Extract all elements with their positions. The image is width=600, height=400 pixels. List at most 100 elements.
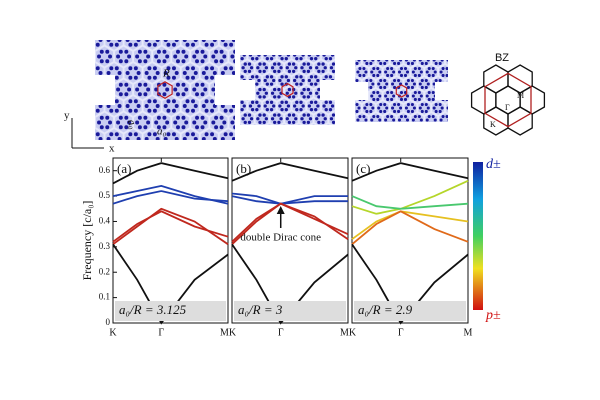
unit-cell [445,76,448,92]
rod [248,78,253,83]
rod [277,62,281,66]
rod [243,120,247,125]
rod [316,104,320,108]
rod [358,66,362,71]
rod [391,106,395,110]
rod [399,106,403,110]
rod [233,92,235,97]
rod [146,120,151,125]
rod [135,22,139,26]
rod [307,104,312,108]
rod [137,82,142,87]
rod [135,87,140,92]
rod [287,69,292,74]
rod [270,117,275,121]
rod [365,61,369,66]
rod [435,55,438,58]
rod [321,37,324,40]
rod [302,87,306,92]
rod [277,69,281,74]
unit-cell [240,123,248,125]
rod [425,118,429,122]
rod [222,22,226,26]
bz-title: BZ [495,52,509,64]
rod [308,117,313,121]
rod [309,82,314,86]
rod [176,115,180,120]
rod [446,43,449,46]
rod [124,82,129,87]
rod [392,118,396,122]
rod [351,55,354,58]
rod [427,90,431,95]
rod [390,97,394,102]
rod [214,115,219,120]
rod [379,102,383,107]
rod [128,33,132,37]
rod [162,92,167,97]
rod [172,142,176,146]
rod [459,43,462,46]
rod [222,83,225,86]
band-line [352,244,468,323]
rod [146,54,151,59]
rod [347,37,350,40]
bz-hex [507,64,533,94]
rod [412,46,415,49]
rod [306,62,311,66]
unit-cell [344,34,358,50]
rod [336,37,339,40]
rod [427,114,431,119]
rod [410,78,414,83]
rod [90,142,94,146]
rod [116,120,121,125]
unit-cell [67,129,85,150]
rod [439,55,442,58]
rod [322,78,326,83]
rod [424,102,428,107]
rod [363,60,367,62]
rod [240,100,244,104]
rod [417,97,421,102]
unit-cell [438,88,448,104]
rod [424,78,428,83]
rod [78,121,82,125]
rod [418,50,421,53]
rod [453,118,456,121]
rod [257,55,261,57]
rod [137,92,142,97]
rod [106,104,111,108]
rod [433,94,437,98]
rod [417,114,421,119]
rod [307,55,312,57]
rod [324,75,328,79]
rod [109,66,114,71]
rod [114,99,119,104]
rod [372,121,376,122]
rod [420,102,424,107]
rod [171,99,176,104]
rod [233,37,236,40]
rod [136,104,141,108]
rod [339,134,342,137]
rod [364,94,368,98]
rod [99,125,104,130]
rod [143,17,147,21]
unit-cell [262,123,277,125]
rod [136,71,141,75]
rod [263,104,267,108]
rod [393,85,397,90]
unit-cell [172,13,190,34]
rod [97,87,102,92]
rod [193,104,198,108]
rod [100,26,104,30]
rod [455,67,458,70]
rod [425,70,429,74]
rod [201,137,206,140]
rod [386,43,389,46]
rod [369,85,373,90]
rod [364,70,368,74]
rod [68,71,72,75]
rod [325,126,328,129]
rod [201,40,206,42]
